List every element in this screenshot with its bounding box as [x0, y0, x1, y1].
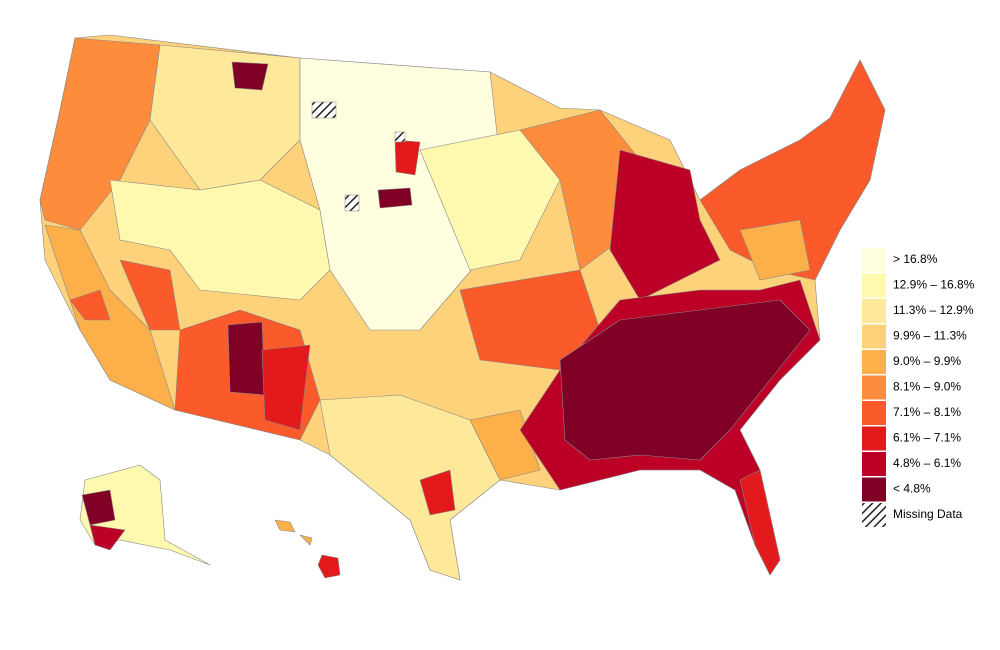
region — [377, 187, 413, 209]
region — [227, 321, 266, 396]
legend-label: < 4.8% — [893, 482, 931, 496]
legend-label: 9.0% – 9.9% — [893, 354, 961, 368]
region — [319, 394, 501, 581]
legend-swatch — [862, 350, 886, 374]
hawaii — [274, 519, 296, 533]
legend-swatch — [862, 324, 886, 349]
legend-label: 7.1% – 8.1% — [893, 405, 961, 419]
region — [44, 224, 176, 411]
us-map — [39, 34, 886, 581]
legend-swatch — [862, 477, 886, 502]
legend: > 16.8% 12.9% – 16.8% 11.3% – 12.9% 9.9% – … — [862, 248, 975, 527]
legend-label: > 16.8% — [893, 252, 938, 266]
missing-region — [311, 101, 337, 119]
legend-swatch — [862, 248, 886, 272]
hawaii — [317, 554, 341, 579]
legend-label: 8.1% – 9.0% — [893, 380, 961, 394]
region — [419, 469, 456, 516]
region — [81, 489, 116, 526]
legend-label: 11.3% – 12.9% — [893, 303, 974, 317]
missing-region — [344, 194, 360, 212]
legend-label: 9.9% – 11.3% — [893, 329, 967, 343]
region — [394, 139, 421, 176]
legend-label: 12.9% – 16.8% — [893, 278, 975, 292]
region — [739, 469, 781, 576]
legend-swatch — [862, 426, 886, 451]
region — [69, 289, 111, 321]
region — [609, 149, 721, 301]
legend-swatch — [862, 452, 886, 476]
region — [261, 344, 311, 431]
legend-swatch — [862, 401, 886, 425]
legend-swatch — [862, 273, 886, 298]
hawaii — [299, 534, 313, 546]
region — [419, 129, 561, 271]
legend-swatch — [862, 299, 886, 323]
legend-swatch — [862, 375, 886, 400]
legend-label: 6.1% – 7.1% — [893, 431, 961, 445]
missing-region — [394, 131, 406, 143]
legend-label: Missing Data — [893, 507, 963, 521]
legend-swatch — [862, 503, 886, 527]
region — [559, 299, 811, 461]
region — [231, 61, 269, 91]
region — [739, 219, 811, 281]
legend-label: 4.8% – 6.1% — [893, 456, 961, 470]
region — [89, 524, 126, 551]
